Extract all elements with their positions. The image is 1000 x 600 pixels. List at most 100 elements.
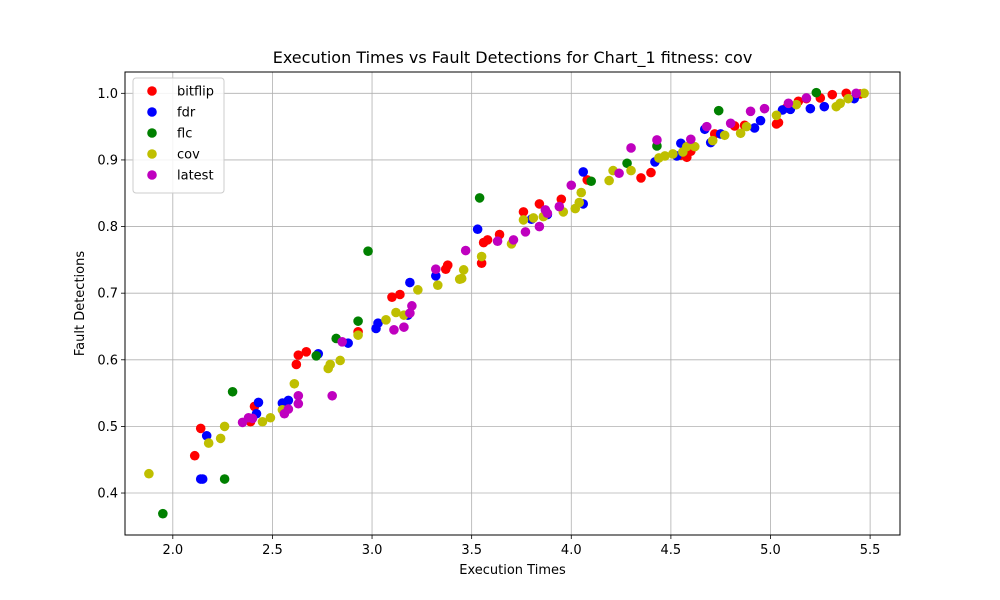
data-point-latest (614, 168, 624, 179)
data-point-cov (660, 151, 670, 161)
data-point-flc (713, 105, 724, 116)
data-point-flc (227, 386, 238, 397)
data-point-bitflip (301, 346, 312, 357)
data-point-cov (741, 121, 752, 132)
data-point-cov (735, 128, 746, 139)
axis-ticks: 2.0 2.5 3.0 3.5 4.0 4.5 5.0 5.5 0.4 0.5 0.6 0.7 0.8 0… (97, 87, 880, 558)
data-point-cov (353, 330, 363, 340)
x-tick-label: 5.0 (760, 543, 781, 558)
data-point-cov (391, 307, 401, 318)
data-point-bitflip (773, 117, 784, 128)
data-point-latest (554, 201, 565, 212)
x-tick-label: 4.0 (561, 543, 582, 558)
data-point-cov (689, 141, 700, 152)
data-point-latest (327, 390, 337, 401)
data-point-bitflip (476, 258, 487, 268)
plot-area-frame (124, 71, 901, 536)
data-point-flc (811, 87, 822, 98)
data-point-flc (219, 474, 230, 484)
data-point-latest (389, 325, 399, 335)
data-point-latest (701, 121, 712, 132)
data-point-bitflip (518, 207, 529, 217)
data-point-fdr (373, 318, 383, 328)
data-point-bitflip (636, 173, 646, 183)
x-tick-label: 2.5 (262, 543, 283, 558)
data-point-cov (432, 280, 443, 290)
data-point-fdr (197, 474, 208, 484)
data-point-fdr (405, 277, 415, 288)
data-point-latest (534, 221, 545, 232)
data-point-bitflip (482, 235, 493, 245)
data-point-latest (293, 390, 304, 401)
data-point-cov (325, 359, 336, 370)
data-point-cov (289, 378, 300, 389)
data-point-fdr (430, 271, 441, 281)
data-point-flc (353, 316, 363, 326)
data-point-cov (257, 416, 268, 427)
legend-label-flc: flc (177, 127, 192, 142)
data-point-fdr (253, 397, 264, 408)
data-point-cov (859, 88, 869, 99)
data-point-flc (311, 350, 322, 361)
data-point-latest (430, 264, 441, 274)
data-point-cov (574, 197, 585, 208)
y-tick-label: 0.9 (97, 153, 118, 168)
data-point-bitflip (646, 167, 656, 178)
data-point-cov (458, 265, 469, 275)
legend-marker-bitflip (147, 86, 157, 96)
data-point-latest (520, 227, 531, 237)
data-point-latest (725, 118, 736, 129)
data-point-cov (668, 149, 678, 159)
y-tick-label: 0.6 (97, 353, 118, 368)
data-point-bitflip (293, 350, 304, 360)
data-point-bitflip (387, 292, 397, 302)
data-point-cov (518, 215, 529, 225)
x-tick-label: 3.0 (362, 543, 383, 558)
data-point-fdr (755, 115, 766, 126)
data-point-flc (158, 508, 168, 519)
data-point-bitflip (291, 359, 302, 370)
x-axis-title: Execution Times (459, 563, 566, 578)
legend-marker-fdr (147, 107, 157, 117)
grid (125, 72, 900, 535)
data-point-cov (265, 412, 276, 423)
data-point-bitflip (189, 450, 200, 461)
legend-label-cov: cov (177, 148, 200, 163)
data-point-cov (626, 165, 636, 176)
data-point-flc (363, 246, 373, 257)
data-point-flc (622, 158, 632, 169)
data-point-cov (203, 438, 214, 448)
data-point-cov (335, 355, 345, 366)
data-point-cov (576, 187, 587, 198)
data-point-latest (407, 301, 417, 311)
legend-box (132, 77, 225, 194)
data-point-latest (851, 88, 861, 99)
data-point-fdr (201, 430, 212, 441)
y-tick-label: 1.0 (97, 87, 118, 102)
data-point-latest (247, 413, 258, 424)
data-point-latest (801, 93, 812, 103)
data-point-latest (293, 398, 304, 409)
x-tick-label: 4.5 (661, 543, 682, 558)
legend-label-fdr: fdr (177, 106, 196, 121)
data-point-cov (843, 93, 854, 104)
data-point-cov (381, 315, 391, 325)
data-point-latest (399, 322, 409, 332)
data-point-flc (474, 193, 485, 203)
data-point-cov (707, 135, 718, 146)
x-tick-label: 3.5 (461, 543, 482, 558)
data-point-bitflip (534, 199, 545, 209)
data-point-cov (682, 141, 692, 152)
data-point-fdr (283, 395, 294, 406)
data-point-cov (771, 110, 782, 121)
data-point-cov (791, 99, 802, 110)
y-tick-label: 0.5 (97, 420, 118, 435)
y-axis-title: Fault Detections (73, 251, 88, 356)
chart-title: Execution Times vs Fault Detections for … (273, 48, 753, 68)
data-point-latest (686, 134, 696, 145)
data-point-latest (652, 135, 662, 145)
data-point-bitflip (556, 194, 567, 205)
y-tick-label: 0.7 (97, 287, 118, 302)
data-point-latest (783, 98, 794, 109)
legend-marker-flc (147, 128, 157, 138)
